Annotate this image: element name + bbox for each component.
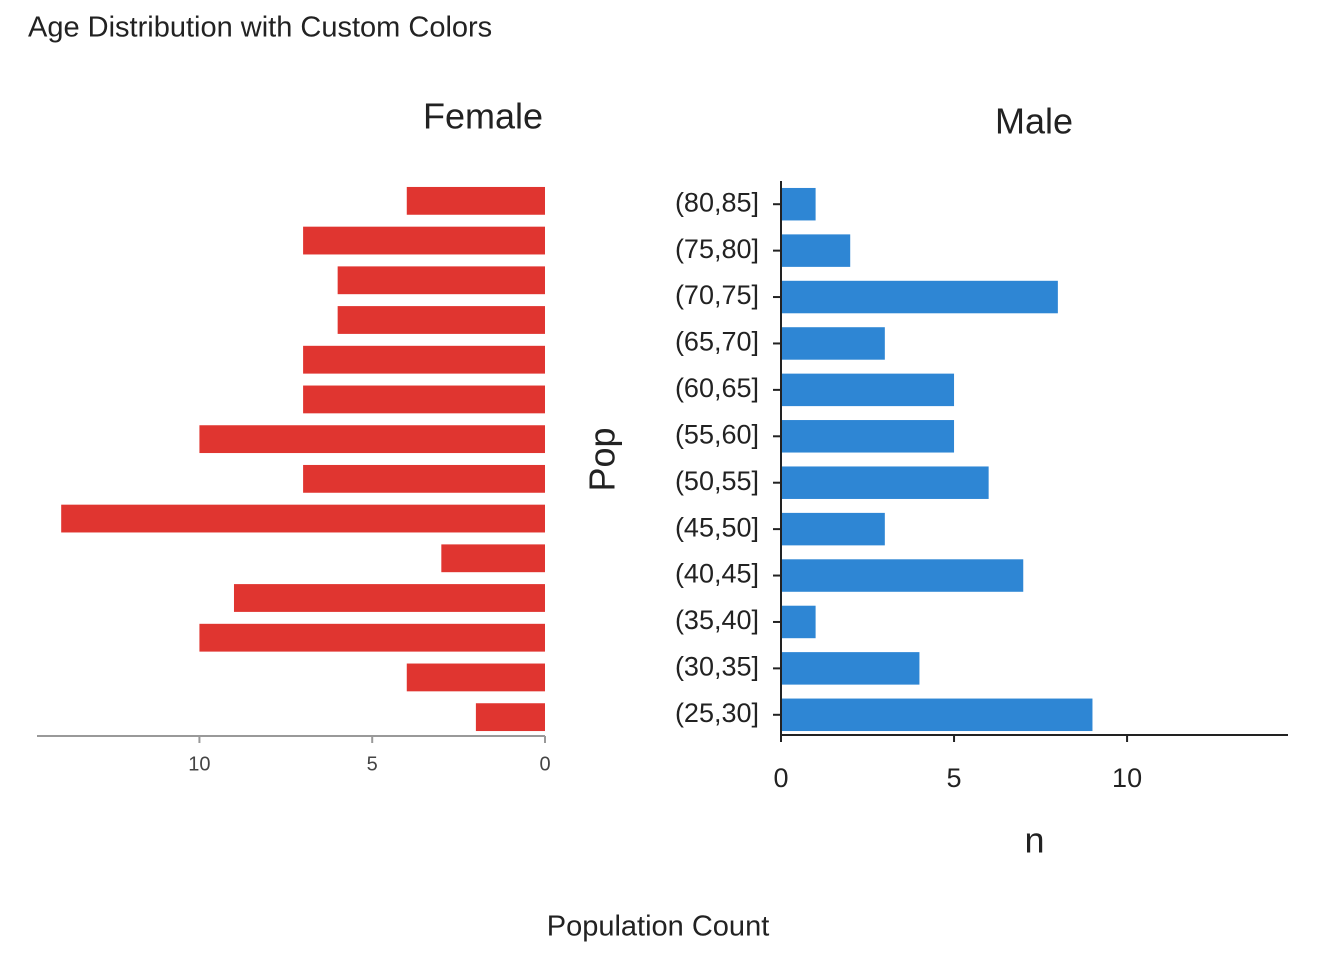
panel-title: Female	[423, 96, 543, 137]
bar	[303, 464, 545, 493]
x-tick-label: 0	[539, 753, 550, 775]
x-tick-label: 10	[188, 753, 210, 775]
bar	[337, 266, 545, 295]
y-tick-label: (40,45]	[675, 559, 759, 589]
bar	[61, 504, 545, 533]
bar	[781, 466, 989, 499]
y-tick-label: (80,85]	[675, 187, 759, 217]
bar	[781, 698, 1093, 732]
y-tick-label: (35,40]	[675, 605, 759, 635]
y-tick-label: (75,80]	[675, 234, 759, 264]
x-tick-label: 10	[1112, 763, 1142, 793]
x-axis-label: Population Count	[547, 911, 770, 943]
bar	[781, 420, 955, 453]
bar	[781, 187, 816, 221]
x-axis-label: n	[1024, 820, 1044, 861]
x-tick-label: 5	[367, 753, 378, 775]
x-tick-label: 0	[773, 763, 788, 793]
y-tick-label: (25,30]	[675, 698, 759, 728]
x-tick-label: 5	[947, 763, 962, 793]
y-tick-label: (55,60]	[675, 419, 759, 449]
y-tick-label: (50,55]	[675, 466, 759, 496]
bar	[781, 652, 920, 685]
bar	[781, 373, 955, 407]
bar	[781, 512, 885, 546]
bar	[781, 234, 851, 267]
bar	[406, 186, 545, 215]
bar	[781, 280, 1058, 314]
bar	[337, 306, 545, 334]
bar	[781, 559, 1024, 592]
y-tick-label: (30,35]	[675, 652, 759, 682]
y-tick-label: (60,65]	[675, 373, 759, 403]
y-axis-label: Pop	[582, 427, 623, 491]
bar	[441, 544, 545, 573]
bar	[199, 425, 546, 454]
bar	[781, 327, 885, 360]
bar	[303, 226, 545, 255]
y-tick-label: (70,75]	[675, 280, 759, 310]
bar	[199, 623, 546, 652]
bar	[303, 345, 545, 374]
bar	[781, 605, 816, 639]
bar	[233, 584, 545, 612]
y-tick-label: (65,70]	[675, 327, 759, 357]
chart-title: Age Distribution with Custom Colors	[28, 12, 492, 44]
bar	[303, 385, 545, 414]
y-tick-label: (45,50]	[675, 512, 759, 542]
bar	[475, 703, 545, 732]
bar	[406, 663, 545, 692]
panel-title: Male	[995, 101, 1073, 142]
